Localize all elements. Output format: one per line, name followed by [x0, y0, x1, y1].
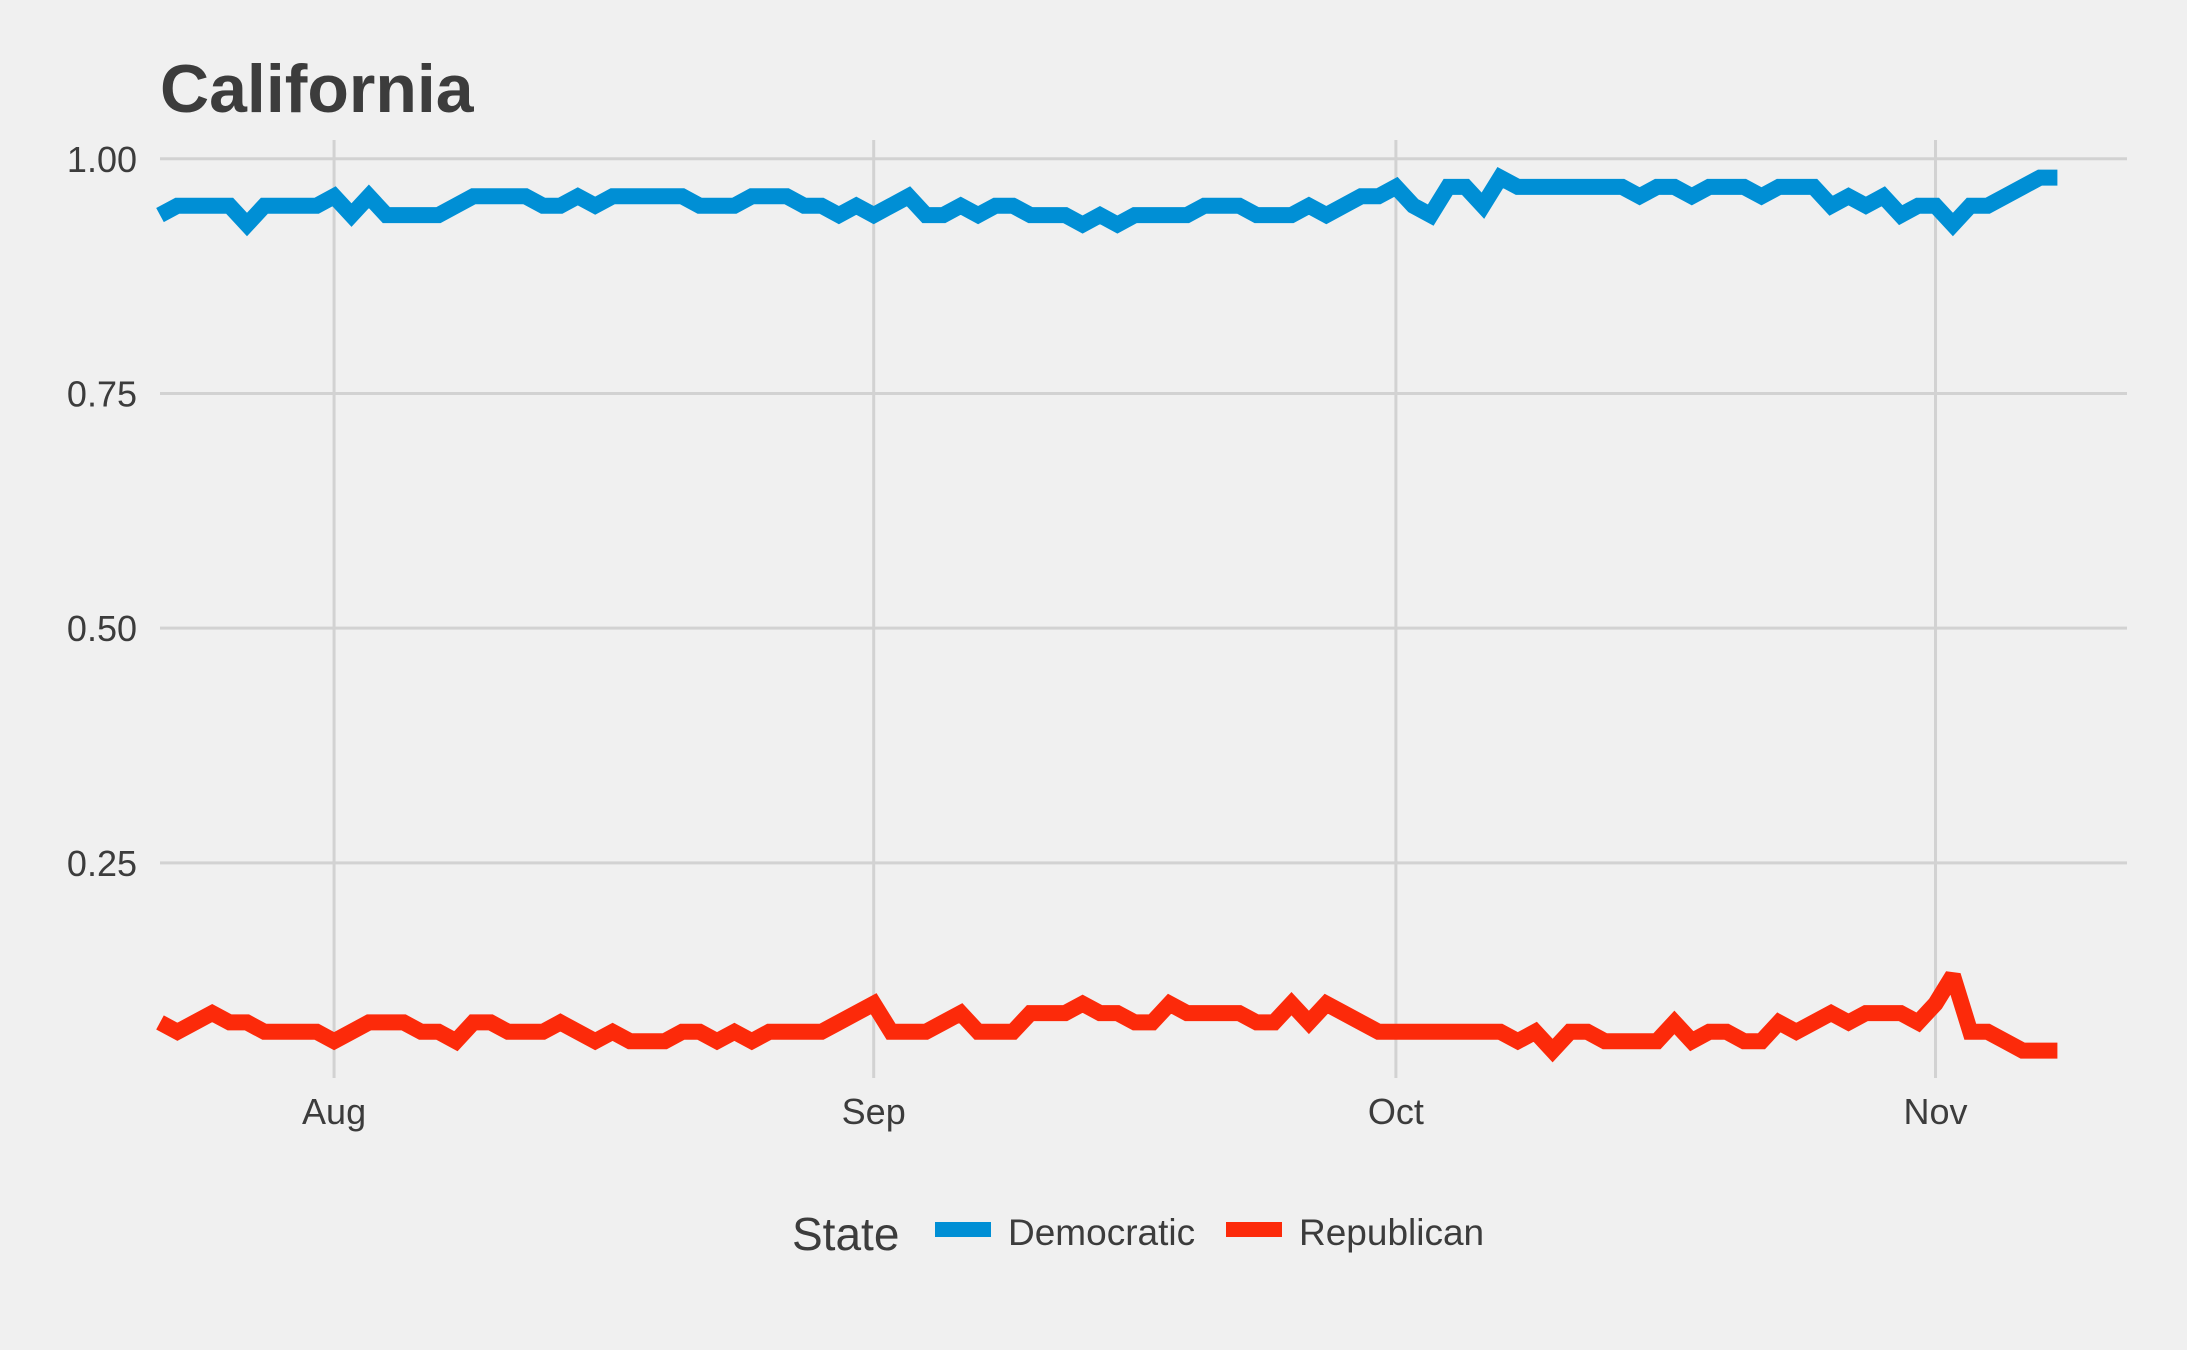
- series-lines: [160, 178, 2057, 1051]
- legend: State Democratic Republican: [792, 1208, 1484, 1260]
- x-tick-label: Nov: [1904, 1091, 1968, 1132]
- legend-label-democratic: Democratic: [1008, 1212, 1195, 1253]
- series-line-democratic: [160, 178, 2057, 225]
- axis-labels: 0.25 0.50 0.75 1.00 Aug Sep Oct Nov: [67, 139, 1968, 1132]
- series-line-republican: [160, 976, 2057, 1051]
- x-tick-label: Oct: [1368, 1091, 1424, 1132]
- y-tick-label: 0.75: [67, 373, 137, 414]
- chart-title: California: [160, 51, 475, 127]
- legend-label-republican: Republican: [1299, 1212, 1484, 1253]
- x-tick-label: Aug: [302, 1091, 366, 1132]
- y-tick-label: 0.50: [67, 608, 137, 649]
- legend-key-republican: [1226, 1222, 1282, 1237]
- grid-lines: [160, 140, 2127, 1078]
- legend-title: State: [792, 1208, 899, 1260]
- x-tick-label: Sep: [842, 1091, 906, 1132]
- legend-key-democratic: [935, 1222, 991, 1237]
- y-tick-label: 1.00: [67, 139, 137, 180]
- y-tick-label: 0.25: [67, 843, 137, 884]
